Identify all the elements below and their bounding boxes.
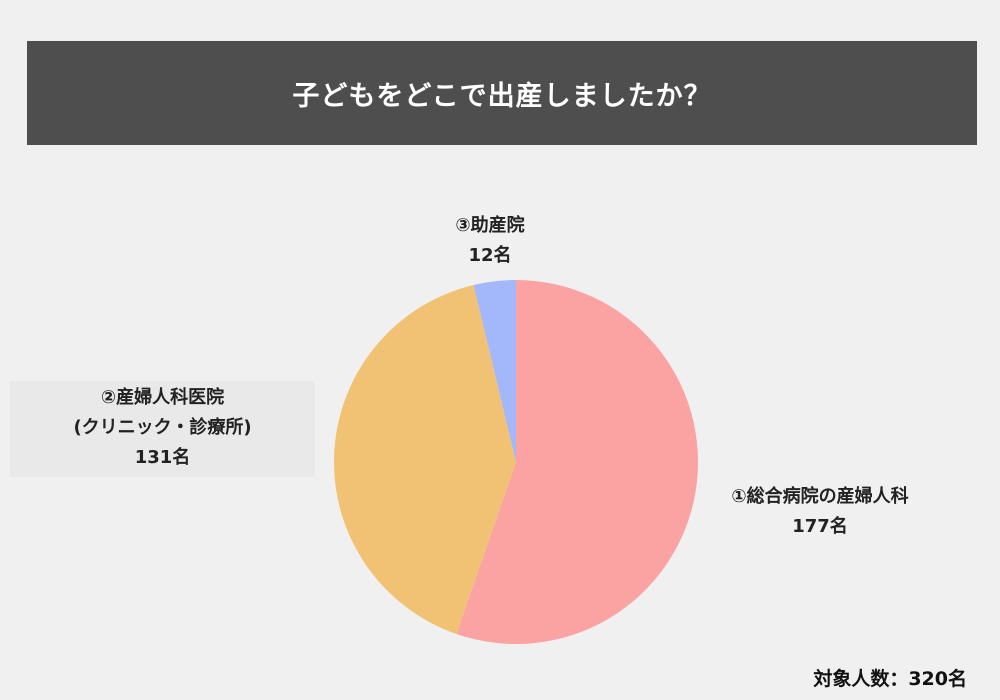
slice-value: 131名 [134, 447, 191, 468]
slice-label-midwifery-home: ③助産院 12名 [420, 211, 560, 271]
slice-name-line2: (クリニック・診療所) [73, 417, 252, 438]
slice-label-general-hospital: ①総合病院の産婦人科 177名 [700, 482, 940, 542]
slice-value: 12名 [468, 245, 512, 266]
pie-slice-midwifery-home [473, 280, 516, 462]
pie-slice-general-hospital [456, 280, 698, 644]
chart-title: 子どもをどこで出産しましたか？ [292, 80, 712, 112]
title-banner: 子どもをどこで出産しましたか？ [27, 41, 977, 145]
slice-name-line1: ②産婦人科医院 [100, 387, 225, 408]
slice-name: ①総合病院の産婦人科 [731, 486, 909, 507]
pie-slice-clinic [334, 285, 516, 634]
slice-label-clinic: ②産婦人科医院 (クリニック・診療所) 131名 [10, 381, 315, 477]
slice-name: ③助産院 [455, 215, 525, 236]
respondent-count: 対象人数：320名 [813, 668, 967, 690]
slice-value: 177名 [792, 516, 848, 537]
